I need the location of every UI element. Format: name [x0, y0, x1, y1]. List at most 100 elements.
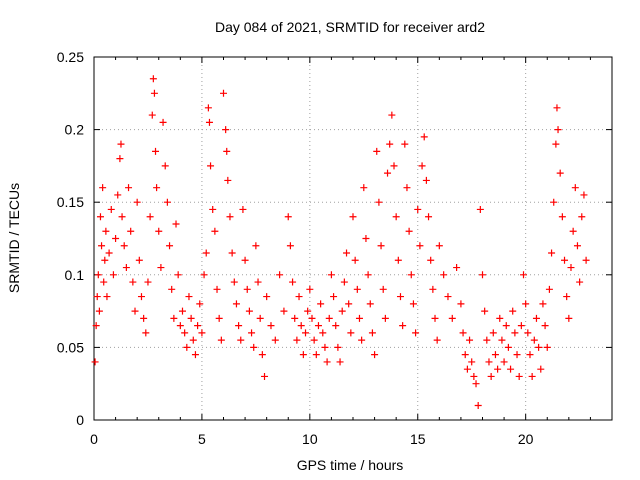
data-point [168, 285, 176, 293]
data-point [194, 322, 202, 330]
data-point [405, 227, 413, 235]
data-point [185, 293, 193, 301]
data-point [142, 329, 150, 337]
data-point [317, 300, 325, 308]
data-point [94, 271, 102, 279]
data-point [297, 322, 305, 330]
data-point [232, 300, 240, 308]
x-tick-label: 15 [410, 431, 426, 447]
data-point [502, 322, 510, 330]
data-point [261, 372, 269, 380]
data-point [250, 343, 258, 351]
data-point [223, 147, 231, 155]
data-point [200, 271, 208, 279]
data-point [325, 314, 333, 322]
data-point [330, 293, 338, 301]
data-point [539, 300, 547, 308]
data-point [553, 104, 561, 112]
data-point [345, 300, 353, 308]
data-point [394, 256, 402, 264]
data-point [105, 249, 113, 257]
data-point [360, 184, 368, 192]
data-point [433, 336, 441, 344]
data-point [338, 307, 346, 315]
data-point [571, 184, 579, 192]
data-point [459, 329, 467, 337]
data-point [137, 293, 145, 301]
data-point [220, 89, 227, 97]
data-point [561, 256, 569, 264]
data-point [284, 213, 292, 221]
data-point [127, 227, 135, 235]
data-point [491, 351, 499, 359]
data-point [133, 198, 141, 206]
data-point [271, 336, 279, 344]
data-point [530, 336, 538, 344]
y-tick-label: 0.25 [57, 49, 84, 65]
x-tick-label: 5 [198, 431, 206, 447]
data-point [498, 336, 506, 344]
data-point [312, 351, 320, 359]
data-point [500, 358, 508, 366]
data-point [349, 213, 357, 221]
data-point [245, 307, 253, 315]
data-point [515, 372, 523, 380]
data-point [431, 314, 439, 322]
data-point [513, 351, 521, 359]
data-point [120, 242, 128, 250]
y-axis-title: SRMTID / TECUs [6, 183, 22, 293]
y-tick-label: 0.1 [65, 267, 85, 283]
data-point [412, 329, 420, 337]
data-point [401, 140, 409, 148]
data-point [476, 205, 484, 213]
data-point [191, 351, 199, 359]
data-point [96, 213, 104, 221]
data-point [563, 293, 571, 301]
data-point [457, 300, 465, 308]
data-point [99, 184, 107, 192]
data-point [418, 162, 426, 170]
data-point [420, 133, 428, 141]
data-point [224, 176, 232, 184]
data-point [319, 329, 327, 337]
data-point [131, 307, 139, 315]
data-point [112, 235, 120, 242]
data-point [548, 249, 556, 257]
data-point [176, 322, 184, 330]
data-point [103, 293, 111, 301]
data-point [310, 336, 318, 344]
data-point [470, 372, 478, 380]
data-point [381, 314, 389, 322]
data-point [314, 322, 322, 330]
data-point [237, 336, 245, 344]
data-point [388, 111, 396, 119]
y-tick-label: 0.15 [57, 194, 84, 210]
data-point [466, 336, 474, 344]
data-point [427, 256, 435, 264]
data-point [507, 365, 515, 373]
data-point [422, 176, 430, 184]
data-point [100, 278, 108, 286]
data-point [202, 249, 210, 257]
data-point [118, 213, 126, 221]
data-point [373, 147, 381, 155]
data-point [117, 140, 125, 148]
data-point [375, 198, 383, 206]
data-point [399, 322, 407, 330]
data-point [453, 264, 461, 272]
data-point [537, 365, 545, 373]
data-point [576, 278, 584, 286]
data-point [468, 358, 476, 366]
data-point [336, 358, 344, 366]
data-point [364, 271, 372, 279]
data-point [371, 351, 379, 359]
data-point [545, 285, 553, 293]
data-point [217, 336, 225, 344]
data-point [485, 358, 493, 366]
data-point [295, 293, 303, 301]
data-point [125, 184, 133, 192]
x-tick-label: 0 [90, 431, 98, 447]
data-point [416, 242, 424, 250]
data-point [213, 285, 221, 293]
data-point [558, 213, 566, 221]
